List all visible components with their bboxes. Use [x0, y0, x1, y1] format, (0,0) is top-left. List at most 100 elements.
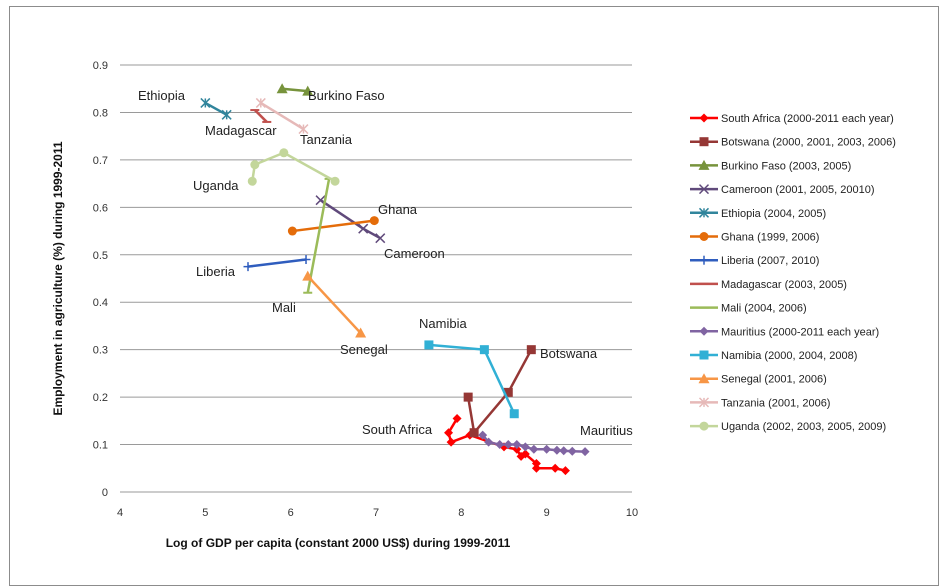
series-madagascar	[250, 109, 272, 123]
data-point-botswana	[503, 387, 513, 397]
legend-label: Burkino Faso (2003, 2005)	[721, 160, 851, 172]
data-point-south-africa	[531, 459, 541, 469]
data-point-ethiopia	[221, 109, 232, 120]
data-point-mauritius	[520, 442, 530, 452]
data-point-mauritius	[478, 430, 488, 440]
data-point-senegal	[302, 270, 314, 281]
legend-marker-liberia	[699, 255, 709, 265]
y-tick-label: 0.1	[93, 440, 108, 452]
data-point-mauritius	[559, 446, 569, 456]
series-line-mali	[306, 178, 331, 293]
data-point-mauritius	[542, 444, 552, 454]
data-point-south-africa	[446, 437, 456, 447]
data-point-mauritius	[580, 447, 590, 457]
series-line-tanzania	[260, 101, 305, 131]
legend: South Africa (2000-2011 each year) Botswa…	[690, 113, 896, 433]
legend-label: Senegal (2001, 2006)	[721, 374, 827, 386]
series-line-senegal	[306, 275, 362, 334]
data-point-south-africa	[452, 413, 462, 423]
legend-item-namibia: Namibia (2000, 2004, 2008)	[690, 350, 857, 362]
data-point-uganda	[279, 148, 289, 158]
data-point-burkino-faso	[276, 83, 288, 94]
data-point-uganda	[247, 176, 257, 186]
annotation-ethiopia: Ethiopia	[138, 88, 186, 103]
y-tick-label: 0.8	[93, 107, 108, 119]
x-tick-label: 6	[288, 507, 294, 519]
x-tick-label: 8	[458, 507, 464, 519]
legend-item-liberia: Liberia (2007, 2010)	[690, 255, 819, 267]
series-cameroon	[315, 195, 386, 244]
data-point-mauritius	[495, 440, 505, 450]
legend-item-south-africa: South Africa (2000-2011 each year)	[690, 113, 894, 125]
series-burkino-faso	[276, 83, 314, 96]
y-tick-label: 0	[102, 487, 108, 499]
data-point-mauritius	[567, 446, 577, 456]
legend-label: Uganda (2002, 2003, 2005, 2009)	[721, 421, 886, 433]
data-point-tanzania	[255, 97, 266, 108]
series-uganda	[247, 148, 340, 186]
legend-item-senegal: Senegal (2001, 2006)	[690, 373, 827, 386]
data-point-burkino-faso	[302, 85, 314, 96]
legend-marker-south-africa	[699, 113, 709, 123]
legend-item-uganda: Uganda (2002, 2003, 2005, 2009)	[690, 421, 886, 433]
data-point-senegal	[355, 327, 367, 338]
data-point-namibia	[424, 340, 434, 350]
legend-item-botswana: Botswana (2000, 2001, 2003, 2006)	[690, 137, 896, 149]
annotation-liberia: Liberia	[196, 264, 236, 279]
y-tick-label: 0.7	[93, 155, 108, 167]
legend-label: South Africa (2000-2011 each year)	[721, 113, 894, 125]
legend-label: Madagascar (2003, 2005)	[721, 279, 847, 291]
series-line-burkino-faso	[282, 87, 308, 93]
series-annotations: South Africa Botswana Burkino Faso Cameroon…	[138, 88, 633, 438]
data-point-uganda	[250, 160, 260, 170]
data-point-ethiopia	[200, 97, 211, 108]
legend-label: Liberia (2007, 2010)	[721, 255, 819, 267]
y-tick-label: 0.5	[93, 250, 108, 262]
legend-label: Ethiopia (2004, 2005)	[721, 208, 826, 220]
series-mauritius	[478, 430, 590, 457]
annotation-botswana: Botswana	[540, 346, 598, 361]
series-namibia	[424, 340, 519, 419]
series-line-namibia	[428, 343, 516, 415]
series-ethiopia	[200, 97, 232, 120]
legend-marker-botswana	[699, 137, 709, 147]
data-point-botswana	[526, 345, 536, 355]
x-tick-label: 7	[373, 507, 379, 519]
x-axis-title: Log of GDP per capita (constant 2000 US$…	[166, 536, 511, 550]
data-point-namibia	[509, 409, 519, 419]
series-liberia	[243, 255, 311, 272]
data-point-south-africa	[560, 466, 570, 476]
annotation-burkino-faso: Burkino Faso	[308, 88, 385, 103]
data-point-south-africa	[444, 428, 454, 438]
legend-item-ghana: Ghana (1999, 2006)	[690, 232, 819, 244]
x-tick-label: 4	[117, 507, 123, 519]
legend-marker-ghana	[699, 232, 709, 241]
data-point-tanzania	[298, 124, 309, 135]
data-point-south-africa	[512, 444, 522, 454]
annotation-cameroon: Cameroon	[384, 246, 445, 261]
x-tick-label: 10	[626, 507, 638, 519]
data-point-south-africa	[550, 463, 560, 473]
legend-marker-cameroon	[698, 184, 710, 195]
series-line-botswana	[466, 349, 533, 436]
legend-label: Tanzania (2001, 2006)	[721, 397, 830, 409]
series-senegal	[302, 270, 367, 338]
legend-marker-mauritius	[699, 326, 709, 336]
y-tick-label: 0.3	[93, 345, 108, 357]
series-line-uganda	[251, 151, 336, 183]
data-point-uganda	[330, 176, 340, 186]
series-line-ethiopia	[204, 101, 228, 116]
data-point-cameroon	[358, 223, 369, 234]
data-point-ghana	[369, 216, 379, 226]
legend-label: Cameroon (2001, 2005, 20010)	[721, 184, 875, 196]
tick-labels: 0 0.1 0.2 0.3 0.4 0.5 0.6 0.7 0.8 0.9 4 5 6 7 8 9 10	[93, 60, 638, 519]
y-tick-label: 0.9	[93, 60, 108, 72]
legend-label: Mali (2004, 2006)	[721, 303, 807, 315]
data-point-mauritius	[484, 437, 494, 447]
data-point-south-africa	[520, 449, 530, 459]
x-tick-label: 5	[202, 507, 208, 519]
legend-item-cameroon: Cameroon (2001, 2005, 20010)	[690, 184, 875, 196]
legend-item-tanzania: Tanzania (2001, 2006)	[690, 397, 830, 409]
legend-item-mauritius: Mauritius (2000-2011 each year)	[690, 326, 879, 338]
